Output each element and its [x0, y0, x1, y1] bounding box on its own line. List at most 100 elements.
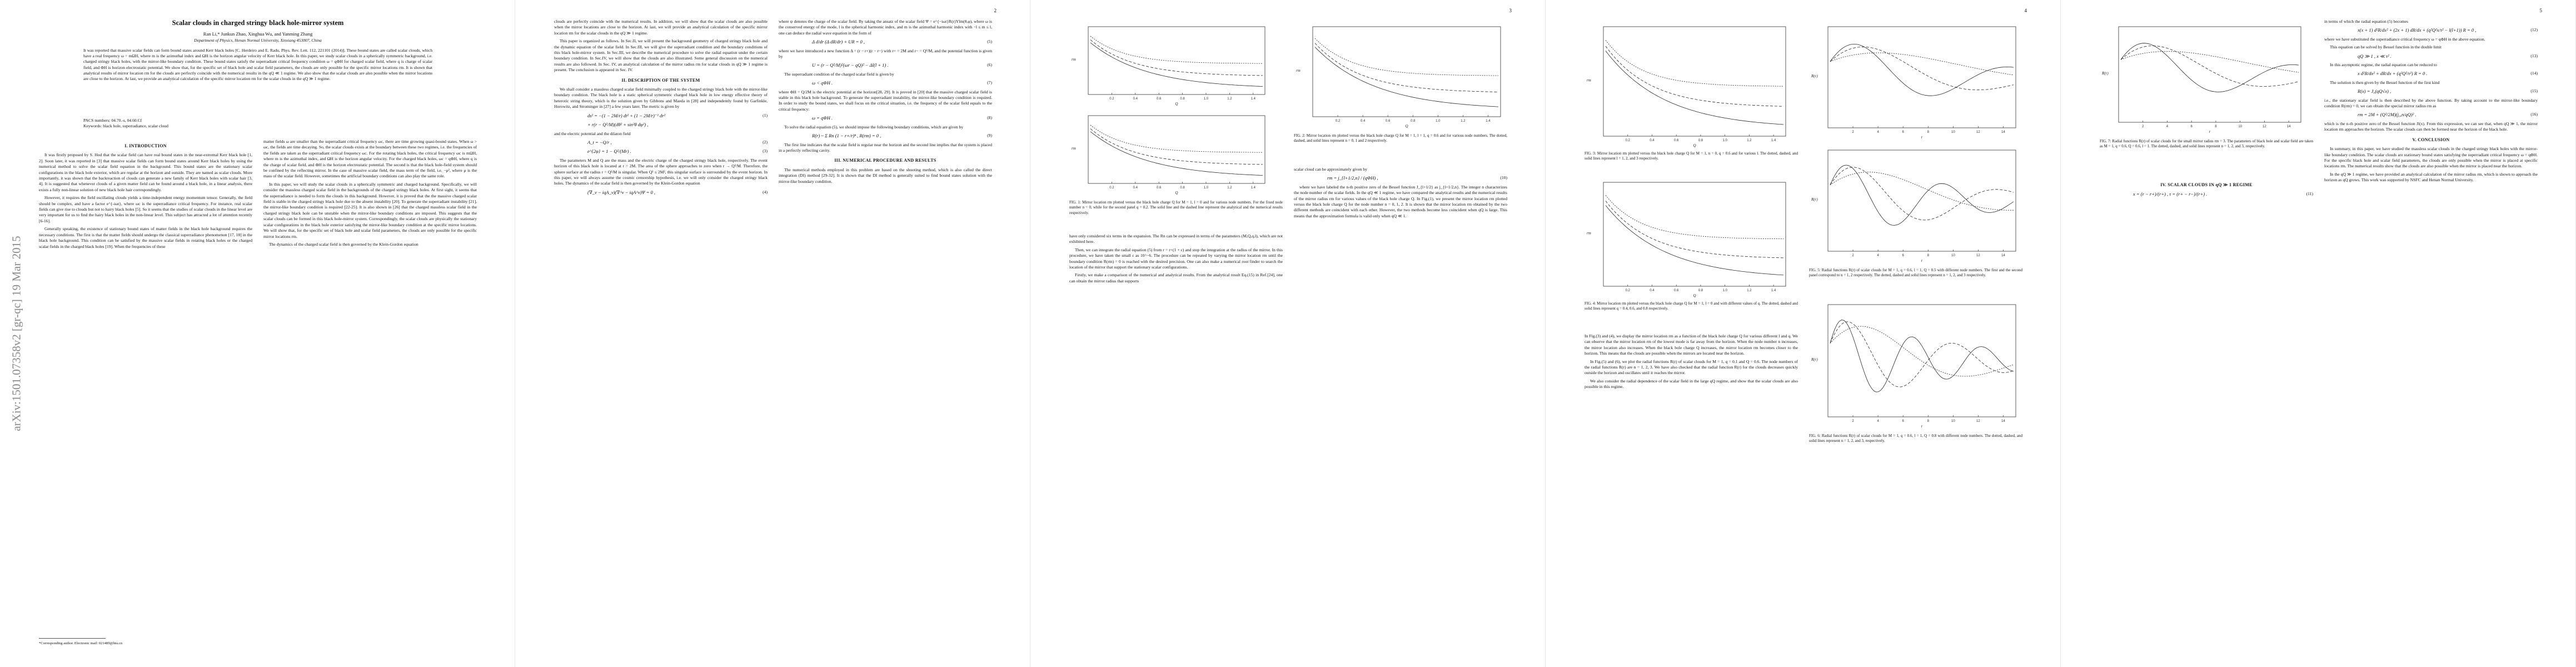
plot-curve: [2120, 51, 2299, 73]
plot-curve: [1605, 205, 1784, 276]
paragraph: where we have substituted the superradia…: [2324, 36, 2485, 42]
x-tick-label: 12: [2263, 125, 2266, 128]
plot-curve: [1830, 320, 2014, 392]
paragraph: which is the n-th positive zero of the B…: [2324, 121, 2538, 132]
x-tick-label: 1.2: [1227, 97, 1232, 101]
x-tick-label: 14: [2287, 125, 2291, 128]
x-tick-label: 2: [1852, 420, 1854, 423]
figure-4-caption: FIG. 4: Mirror location rm plotted versu…: [1585, 301, 1798, 311]
equation-potential: A_t = −Q/r , (2): [587, 139, 768, 145]
x-tick-label: 1.4: [1251, 97, 1256, 101]
paragraph: It was firstly proposed by S. Hod that t…: [39, 152, 252, 192]
x-axis-label: Q: [1693, 293, 1696, 297]
paragraph: scalar cloud can be approximately given …: [1294, 167, 1367, 172]
plot-curve: [1605, 46, 1784, 107]
figure-2-caption: FIG. 2: Mirror location rm plotted versu…: [1294, 133, 1507, 143]
x-tick-label: 0.8: [1698, 289, 1703, 292]
paragraph: matter fields ω are smaller than the sup…: [263, 139, 477, 179]
x-axis-label: Q: [1405, 124, 1408, 128]
plot-curve: [1830, 167, 2014, 221]
equation-metric-cont: + r(r − Q²/M)(dθ² + sin²θ dφ²) ,: [587, 122, 649, 128]
equation-new-variables: x = (r − r+)/(r+) , τ = (r+ − r−)/(r+) .…: [2133, 191, 2313, 197]
x-tick-label: 4: [1877, 420, 1879, 423]
plot-curve: [1314, 43, 1499, 92]
abstract: It was reported that massive scalar fiel…: [83, 48, 432, 82]
y-axis-label: R(r): [1811, 197, 1818, 202]
figure-5a: 2 4 6 8 10 12 14 R(r) r: [1809, 22, 2020, 139]
paper-affiliation: Department of Physics, Henan Normal Univ…: [194, 38, 322, 43]
x-tick-label: 0.4: [1650, 289, 1655, 292]
plot-frame: [1088, 26, 1265, 95]
x-tick-label: 0.6: [1157, 186, 1162, 190]
paragraph: The solution is then given by the Bessel…: [2330, 79, 2440, 85]
plot-frame: [1088, 115, 1265, 184]
plot-curve: [1314, 47, 1499, 107]
plot-curve: [1830, 172, 2014, 211]
paragraph: where we have labeled the n-th positive …: [1294, 184, 1507, 218]
plot-curve: [2120, 45, 2299, 87]
x-tick-label: 1.0: [1204, 186, 1209, 190]
plot-curve: [1830, 52, 2014, 76]
footnote: *Corresponding author. Electronic mail: …: [39, 641, 123, 645]
x-tick-label: 8: [1927, 131, 1930, 134]
figure-2: 0.2 0.4 0.6 0.8 1.0 1.2 1.4 rm Q: [1294, 22, 1505, 128]
paragraph: i.e., the stationary scalar field is the…: [2324, 97, 2538, 109]
plot-frame: [2118, 26, 2301, 123]
plot-curve: [2120, 43, 2299, 92]
equation-reduced: x d²R/dx² + dR/dx + (q²Q²/τ²) R = 0 . (14…: [2358, 71, 2538, 77]
section-heading-large-qq: IV. SCALAR CLOUDS IN qQ ≫ 1 REGIME: [2160, 182, 2253, 187]
y-axis-label: rm: [1587, 78, 1591, 83]
page2-left-column: clouds are perfectly coincide with the n…: [554, 19, 768, 198]
paragraph: In the qQ ≫ 1 regime, we have provided a…: [2324, 171, 2538, 183]
section-heading-numerical: III. NUMERICAL PROCEDURE AND RESULTS: [834, 158, 936, 163]
plot-curve: [1090, 125, 1263, 153]
x-tick-label: 14: [2001, 420, 2005, 423]
plot-curve: [1314, 38, 1498, 76]
x-tick-label: 4: [2166, 125, 2169, 128]
plot-curve: [1605, 201, 1784, 258]
plot-frame: [1312, 26, 1501, 117]
equation-metric: ds² = −(1 − 2M/r) dt² + (1 − 2M/r)⁻¹ dr²…: [587, 112, 768, 118]
pacs-block: PACS numbers: 04.70.-s, 04.60.Cf Keyword…: [83, 118, 432, 129]
page1-right-column: matter fields ω are smaller than the sup…: [263, 139, 477, 250]
paragraph: In Fig.(3) and (4), we display the mirro…: [1585, 334, 1798, 356]
equation-rm-approx: rm = j_{l+1/2,n} / (qΦH) , (10): [1327, 175, 1507, 181]
equation-mirror-radius: rm = 2M + (Q²/2M)(j₀,n/qQ)² . (16): [2358, 112, 2538, 118]
arxiv-stamp: arXiv:1501.07358v2 [gr-qc] 19 Mar 2015: [9, 236, 23, 431]
figure-1-caption: FIG. 1: Mirror location rm plotted versu…: [1069, 200, 1283, 215]
page-2: 2 clouds are perfectly coincide with the…: [515, 0, 1030, 667]
equation-dilaton: e^{2φ} = 1 − Q²/(Mr) . (3): [587, 148, 768, 155]
equation-bessel: R(x) = J₀(qQ√x) , (15): [2358, 88, 2538, 94]
x-tick-label: 12: [1976, 420, 1980, 423]
x-tick-label: 1.4: [1771, 289, 1776, 292]
page-3: 3 0.2 0.4 0.6 0.8 1.0 1.2 1.4 rm Q 0.2 0.4 0.6 0.8 1…: [1030, 0, 1546, 667]
y-axis-label: R(r): [1811, 74, 1818, 78]
x-tick-label: 12: [1976, 131, 1980, 134]
x-tick-label: 1.2: [1461, 120, 1466, 123]
x-tick-label: 1.4: [1771, 139, 1776, 142]
plot-curve: [1090, 128, 1263, 165]
y-axis-label: rm: [1072, 146, 1076, 151]
paragraph: The parameters M and Q are the mass and …: [554, 157, 768, 186]
equation-klein-gordon: (∇_ν − iqA_ν)(∇^ν − iqA^ν)Ψ = 0 , (4): [587, 189, 768, 195]
x-tick-label: 6: [1902, 131, 1905, 134]
figure-7: 2 4 6 8 10 12 14 R(r) r: [2100, 22, 2305, 133]
x-tick-label: 0.6: [1157, 97, 1162, 101]
x-tick-label: 6: [1902, 420, 1905, 423]
paragraph: where ψ denotes the charge of the scalar…: [779, 19, 992, 36]
plot-curve: [1830, 46, 2014, 91]
x-tick-label: 10: [1951, 254, 1955, 257]
page1-left-column: I. INTRODUCTION It was firstly proposed …: [39, 139, 252, 252]
x-tick-label: 0.8: [1698, 139, 1703, 142]
paragraph: We shall consider a massless charged sca…: [554, 87, 768, 109]
x-tick-label: 1.0: [1722, 289, 1727, 292]
paragraph: To solve the radial equation (5), we sho…: [784, 124, 964, 130]
plot-frame: [1603, 26, 1786, 137]
x-tick-label: 10: [2238, 125, 2242, 128]
equation-superradiant: ω < qΦH . (7): [812, 80, 992, 86]
section-heading-description: II. DESCRIPTION OF THE SYSTEM: [621, 77, 700, 83]
paragraph: The first line indicates that the scalar…: [779, 142, 992, 153]
pacs-numbers: PACS numbers: 04.70.-s, 04.60.Cf: [83, 118, 142, 123]
plot-frame: [1827, 304, 2016, 417]
figure-4: 0.2 0.4 0.6 0.8 1.0 1.2 1.4 rm Q: [1585, 178, 1790, 297]
